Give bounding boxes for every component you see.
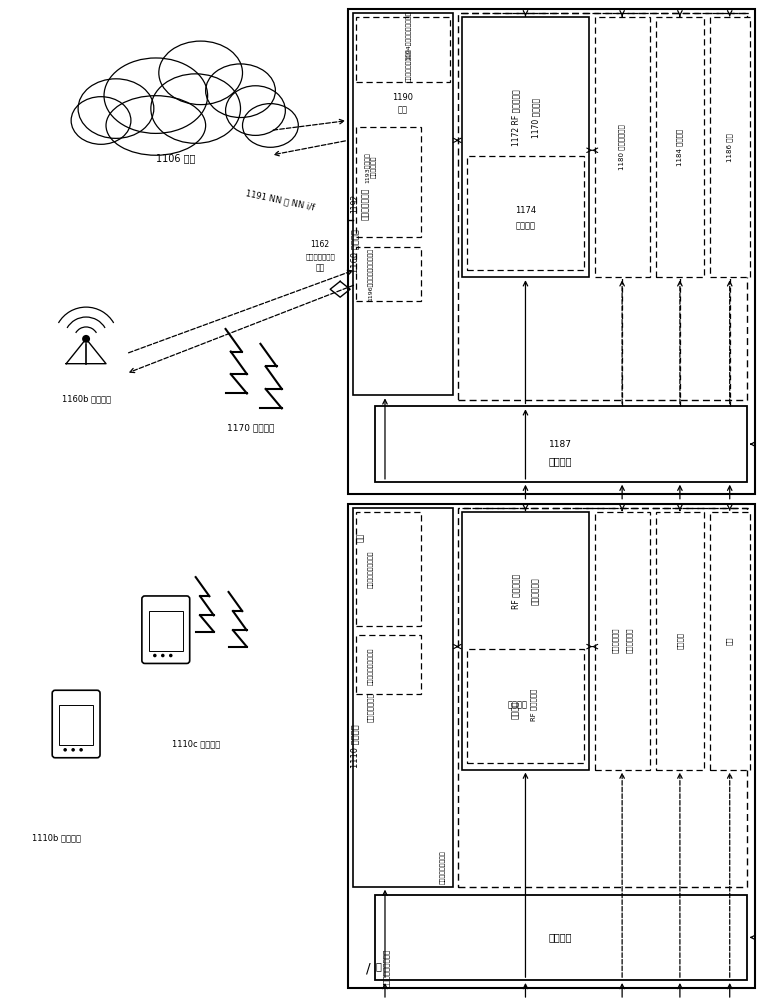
Bar — [656, 512, 703, 770]
Ellipse shape — [243, 104, 298, 147]
Text: 用户接口设备: 用户接口设备 — [626, 628, 633, 653]
FancyBboxPatch shape — [142, 596, 190, 663]
Bar — [353, 508, 452, 887]
Text: 1186 电源: 1186 电源 — [726, 133, 733, 162]
Text: 1172 RF 收发器电路: 1172 RF 收发器电路 — [511, 89, 520, 146]
Text: 1110c 无线装置: 1110c 无线装置 — [172, 739, 220, 748]
Ellipse shape — [226, 86, 285, 135]
Text: 电源: 电源 — [726, 636, 733, 645]
Bar — [348, 9, 755, 494]
Text: 1187: 1187 — [549, 440, 571, 449]
Text: 1196（一个或多个）滤波器: 1196（一个或多个）滤波器 — [369, 248, 374, 301]
Text: 装置可读介质: 装置可读介质 — [612, 628, 619, 653]
Text: RF 收发器电路: RF 收发器电路 — [511, 573, 520, 609]
Text: 接口: 接口 — [398, 105, 408, 114]
Ellipse shape — [159, 41, 243, 105]
Text: 一: 一 — [375, 961, 381, 971]
Bar — [595, 17, 650, 277]
Text: （一个或多个）天线: （一个或多个）天线 — [383, 949, 389, 987]
Ellipse shape — [106, 96, 206, 155]
Circle shape — [82, 335, 90, 343]
Circle shape — [153, 654, 156, 657]
Text: 1110b 无线装置: 1110b 无线装置 — [32, 834, 81, 843]
Text: 1174: 1174 — [515, 206, 536, 215]
Ellipse shape — [71, 97, 131, 144]
Circle shape — [161, 654, 165, 657]
Circle shape — [63, 748, 67, 752]
Text: 1184 辅助设备: 1184 辅助设备 — [677, 129, 683, 166]
Text: 1162: 1162 — [311, 240, 330, 249]
Bar — [375, 895, 747, 980]
Ellipse shape — [206, 64, 275, 118]
Text: 辅助设备: 辅助设备 — [677, 632, 683, 649]
Text: （一个或多个）: （一个或多个） — [305, 253, 335, 260]
Text: 1160b 网络节点: 1160b 网络节点 — [62, 394, 111, 403]
Text: 1190: 1190 — [392, 93, 414, 102]
Text: RF 收发器电路: RF 收发器电路 — [530, 689, 536, 721]
Text: 1106 网络: 1106 网络 — [156, 153, 195, 163]
Bar — [356, 635, 421, 694]
Bar — [60, 705, 93, 745]
Circle shape — [79, 748, 83, 752]
Bar — [356, 512, 421, 626]
Bar — [375, 406, 747, 482]
Bar — [458, 13, 747, 400]
Text: /: / — [365, 961, 370, 975]
Bar — [467, 649, 584, 763]
Text: （一个或多个）链路: （一个或多个）链路 — [406, 48, 412, 82]
Bar — [353, 13, 452, 395]
Ellipse shape — [104, 58, 208, 133]
Text: 1194（一个或多个端口）: 1194（一个或多个端口） — [406, 10, 412, 60]
Text: 应用处理电路: 应用处理电路 — [531, 577, 540, 605]
Text: 1193（一个或
多个）滤波器: 1193（一个或 多个）滤波器 — [365, 152, 377, 183]
Ellipse shape — [151, 74, 240, 143]
Bar — [710, 512, 750, 770]
Text: 基带电路: 基带电路 — [507, 701, 527, 710]
Bar — [356, 127, 421, 237]
Text: 电力电路: 电力电路 — [549, 456, 572, 466]
Text: （一个或多个）滤波器: （一个或多个）滤波器 — [369, 648, 374, 685]
Bar — [656, 17, 703, 277]
Text: 1170 处理电路: 1170 处理电路 — [531, 97, 540, 138]
Bar — [467, 156, 584, 270]
Bar — [462, 17, 589, 277]
Text: （一个或多个）滤波器: （一个或多个）滤波器 — [369, 550, 374, 588]
Circle shape — [169, 654, 172, 657]
Bar — [356, 247, 421, 301]
Text: 1191 NN 到 NN i/f: 1191 NN 到 NN i/f — [245, 188, 316, 212]
Bar — [356, 17, 449, 82]
Bar — [462, 512, 589, 770]
Circle shape — [71, 748, 75, 752]
Bar — [149, 611, 182, 651]
Text: 1192
无线电前端电路: 1192 无线电前端电路 — [350, 188, 370, 220]
Text: 1170 无线信号: 1170 无线信号 — [227, 424, 274, 433]
Ellipse shape — [78, 79, 154, 138]
FancyBboxPatch shape — [52, 690, 100, 758]
Text: 天线: 天线 — [316, 263, 325, 272]
Text: 1180 装置可读介质: 1180 装置可读介质 — [619, 124, 626, 170]
Text: （一个或多个）天线: （一个或多个）天线 — [440, 850, 446, 884]
Bar — [348, 504, 755, 988]
Text: 1110 无线装置: 1110 无线装置 — [350, 724, 359, 768]
Text: 接口: 接口 — [356, 533, 365, 542]
Bar — [458, 508, 747, 887]
Text: 处理电路: 处理电路 — [511, 701, 520, 719]
Text: 1160 网络节点: 1160 网络节点 — [350, 230, 359, 273]
Text: 电力电路: 电力电路 — [549, 932, 572, 942]
Bar — [710, 17, 750, 277]
Bar — [595, 512, 650, 770]
Text: 基带电路: 基带电路 — [516, 221, 536, 230]
Text: 无线电前端电路: 无线电前端电路 — [367, 692, 373, 722]
